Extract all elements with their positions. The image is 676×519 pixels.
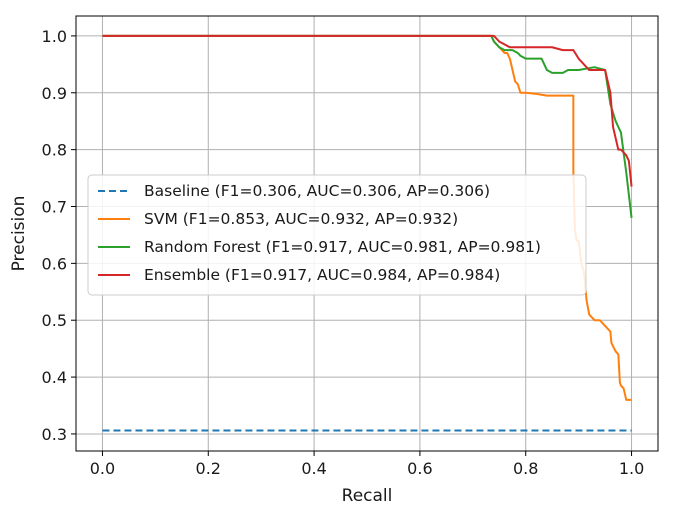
x-tick-label: 0.4 [301,459,326,478]
y-tick-label: 0.3 [42,425,67,444]
x-tick-label: 1.0 [619,459,644,478]
legend-label: Ensemble (F1=0.917, AUC=0.984, AP=0.984) [144,266,500,284]
x-tick-label: 0.0 [90,459,115,478]
legend-label: Baseline (F1=0.306, AUC=0.306, AP=0.306) [144,182,490,200]
plot-frame [75,15,659,452]
y-tick-label: 0.9 [42,84,67,103]
y-tick-label: 0.4 [42,368,67,387]
ticks: 0.0 0.2 0.4 0.6 0.8 1.0 0.3 0.4 0.5 0.6 0.7 0.8 0.9 1… [42,27,645,478]
y-axis-label: Precision [9,196,29,272]
series-line-3 [102,34,633,187]
y-tick-label: 0.6 [42,254,67,273]
y-tick-label: 1.0 [42,27,67,46]
legend-label: SVM (F1=0.853, AUC=0.932, AP=0.932) [144,210,458,228]
series-line-2 [102,34,633,218]
legend: Baseline (F1=0.306, AUC=0.306, AP=0.306)… [87,174,587,296]
legend-box [87,174,587,296]
y-tick-label: 0.7 [42,197,67,216]
x-tick-label: 0.8 [513,459,538,478]
x-tick-label: 0.2 [196,459,221,478]
legend-label: Random Forest (F1=0.917, AUC=0.981, AP=0… [144,238,541,256]
x-tick-label: 0.6 [407,459,432,478]
y-tick-label: 0.8 [42,141,67,160]
x-axis-label: Recall [342,486,393,506]
y-tick-label: 0.5 [42,311,67,330]
